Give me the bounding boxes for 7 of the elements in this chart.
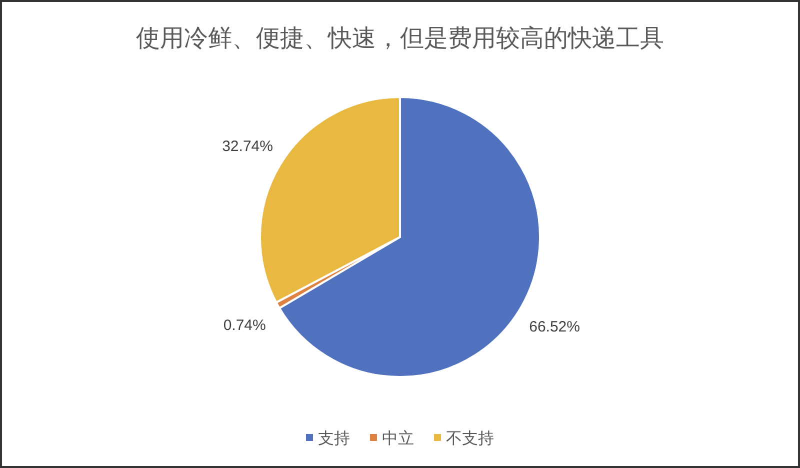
legend-label: 中立 bbox=[382, 430, 414, 448]
legend-label: 不支持 bbox=[446, 430, 494, 448]
legend-label: 支持 bbox=[318, 430, 350, 448]
data-label: 32.74% bbox=[222, 138, 273, 156]
data-label: 66.52% bbox=[529, 318, 580, 336]
data-label: 0.74% bbox=[223, 316, 266, 334]
chart-title: 使用冷鲜、便捷、快速，但是费用较高的快递工具 bbox=[136, 24, 664, 52]
